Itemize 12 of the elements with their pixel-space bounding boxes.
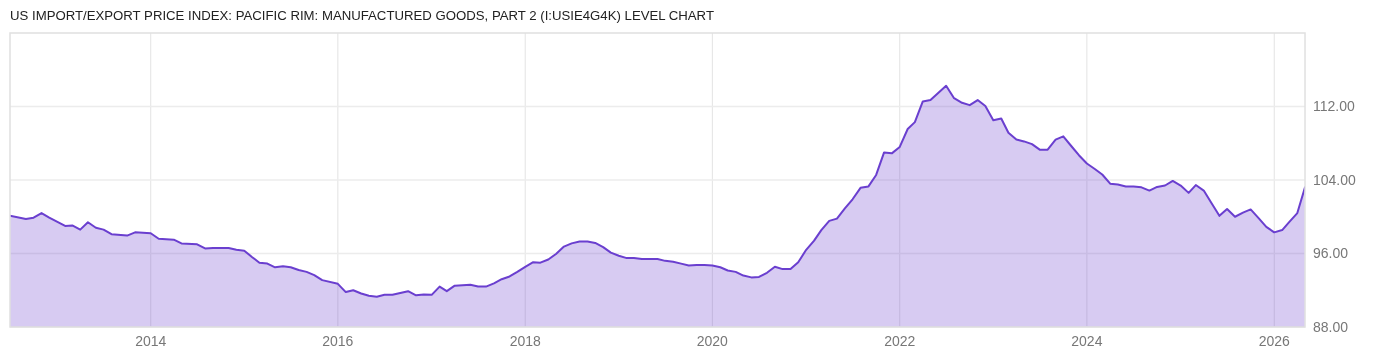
x-tick-label: 2016 <box>322 333 354 349</box>
y-tick-label: 96.00 <box>1313 245 1349 262</box>
y-tick-label: 88.00 <box>1313 318 1349 335</box>
x-tick-label: 2022 <box>884 333 916 349</box>
x-tick-label: 2024 <box>1071 333 1103 349</box>
y-tick-label: 112.00 <box>1313 98 1355 115</box>
x-tick-label: 2026 <box>1258 333 1291 349</box>
y-tick-label: 104.00 <box>1313 171 1357 188</box>
x-tick-label: 2014 <box>135 333 167 349</box>
x-tick-label: 2018 <box>509 333 542 349</box>
x-tick-label: 2020 <box>696 333 729 349</box>
chart-title: US IMPORT/EXPORT PRICE INDEX: PACIFIC RIM: MANUFACTURED GOODS, PART 2 (I:USIE4G4K) LEVEL CHART <box>10 8 714 23</box>
